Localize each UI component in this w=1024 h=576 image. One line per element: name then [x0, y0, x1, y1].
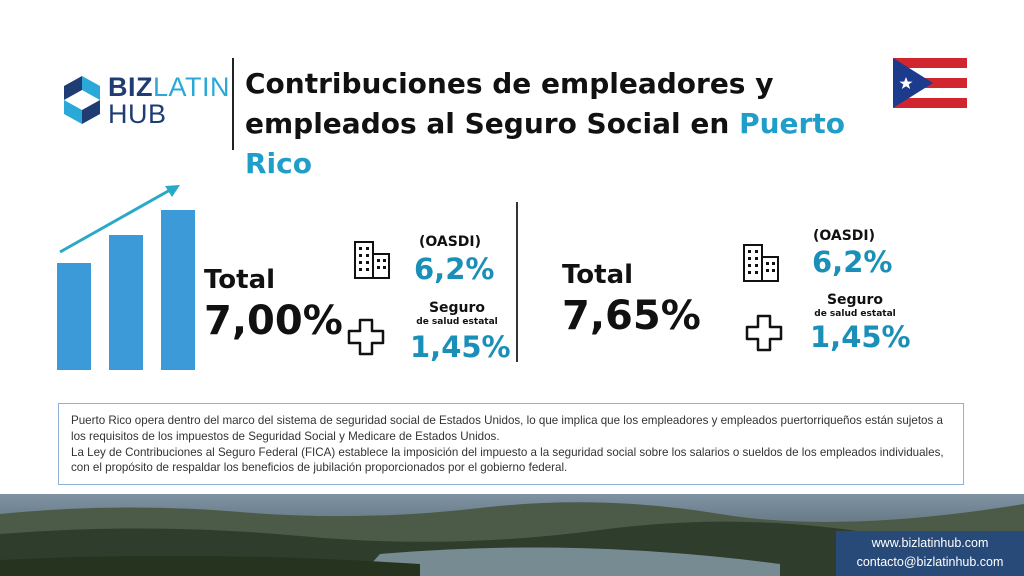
info-paragraph-2: La Ley de Contribuciones al Seguro Feder… — [71, 445, 944, 475]
right-health-label: Seguro — [826, 292, 884, 308]
chart-bar-1 — [57, 263, 91, 370]
bar-chart-icon — [57, 185, 195, 370]
header-divider — [232, 58, 234, 150]
right-total-value: 7,65% — [562, 293, 701, 339]
email-link[interactable]: contacto@bizlatinhub.com — [856, 555, 1004, 569]
left-oasdi-value: 6,2% — [414, 252, 495, 286]
chart-bar-3 — [161, 210, 195, 370]
left-total-label: Total — [204, 265, 276, 295]
plus-icon — [745, 314, 783, 352]
info-paragraph-1: Puerto Rico opera dentro del marco del s… — [71, 414, 943, 443]
left-health-label: Seguro — [428, 300, 486, 316]
trend-arrow-head — [165, 185, 180, 197]
bizlatinhub-logo: BIZLATIN HUB — [60, 72, 230, 132]
puerto-rico-flag-icon — [893, 58, 967, 108]
left-oasdi-label: (OASDI) — [418, 234, 482, 250]
right-oasdi-label: (OASDI) — [812, 228, 876, 244]
plus-icon — [347, 318, 385, 356]
logo-wordmark: BIZLATIN HUB — [108, 74, 230, 128]
left-health-value: 1,45% — [410, 330, 511, 364]
logo-mark-icon — [64, 76, 100, 124]
website-link[interactable]: www.bizlatinhub.com — [871, 536, 989, 550]
chart-bar-2 — [109, 235, 143, 370]
logo-latin: LATIN — [153, 72, 231, 102]
title-line-2-prefix: empleados al Seguro Social en — [245, 107, 740, 140]
right-health-value: 1,45% — [810, 320, 911, 354]
logo-biz: BIZ — [108, 72, 153, 102]
title-accent: Puerto Rico — [245, 107, 845, 180]
title-line-2: empleados al Seguro Social en Puerto Ric… — [245, 104, 885, 184]
trend-arrow-line — [59, 188, 171, 254]
left-total-value: 7,00% — [204, 298, 343, 344]
building-icon — [354, 241, 390, 279]
left-health-sublabel: de salud estatal — [416, 317, 498, 327]
page-title: Contribuciones de empleadores y empleado… — [245, 64, 885, 184]
right-total-label: Total — [562, 260, 634, 290]
building-icon — [743, 244, 779, 282]
right-oasdi-value: 6,2% — [812, 245, 893, 279]
center-divider — [516, 202, 518, 362]
title-line-1: Contribuciones de empleadores y — [245, 67, 774, 100]
right-health-sublabel: de salud estatal — [814, 309, 896, 319]
info-box: Puerto Rico opera dentro del marco del s… — [58, 403, 964, 485]
contact-box: www.bizlatinhub.com contacto@bizlatinhub… — [836, 531, 1024, 576]
logo-hub: HUB — [108, 99, 167, 129]
